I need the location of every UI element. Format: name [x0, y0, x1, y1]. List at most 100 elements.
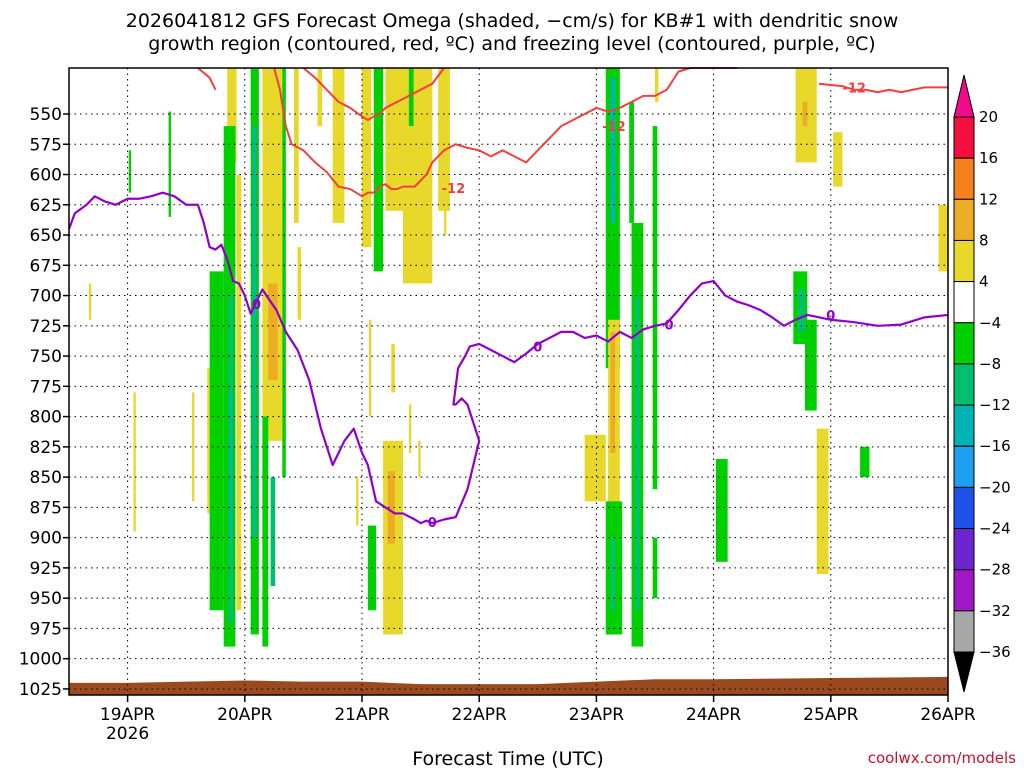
y-tick-label-700: 700 — [30, 287, 62, 307]
x-tick-label-6: 25APR — [803, 705, 859, 725]
colorbar-bin-3 — [953, 239, 975, 283]
omega-cell-57 — [805, 319, 817, 411]
colorbar-label-0: 20 — [979, 108, 998, 126]
omega-cell-59 — [860, 446, 870, 478]
y-tick-label-950: 950 — [30, 589, 62, 609]
omega-cell-48 — [652, 126, 658, 490]
omega-cell-53 — [802, 101, 808, 127]
omega-cell-14 — [262, 68, 283, 441]
freezing-level-contour — [67, 191, 949, 525]
omega-cell-27 — [391, 343, 395, 393]
y-tick-label-925: 925 — [30, 559, 62, 579]
colorbar-bin-2 — [953, 198, 975, 241]
omega-cell-25 — [373, 68, 384, 272]
chart-title-line-2: growth region (contoured, red, ºC) and f… — [148, 33, 875, 55]
chart-title-line-1: 2026041812 GFS Forecast Omega (shaded, −… — [126, 10, 899, 32]
omega-cell-31 — [444, 198, 447, 236]
omega-cell-20 — [297, 247, 302, 320]
omega-shading — [88, 68, 948, 647]
plot-frame — [68, 67, 949, 696]
omega-cell-29 — [408, 68, 414, 127]
colorbar-label-5: −4 — [979, 314, 1001, 332]
colorbar-label-9: −20 — [979, 478, 1011, 496]
dendritic-contour-2 — [197, 67, 217, 91]
freezing-level-contour-label-2: 0 — [665, 319, 674, 334]
omega-cell-7 — [209, 271, 224, 611]
omega-cell-58 — [816, 428, 829, 574]
colorbar-bottom-arrow — [953, 651, 975, 693]
y-tick-label-675: 675 — [30, 256, 62, 276]
x-axis-label: Forecast Time (UTC) — [412, 748, 603, 768]
omega-cell-19 — [294, 68, 299, 223]
y-tick-label-750: 750 — [30, 347, 62, 367]
terrain-fill — [69, 676, 948, 695]
omega-cell-13 — [253, 126, 257, 538]
y-tick-label-600: 600 — [30, 166, 62, 186]
x-tick-sublabel-0: 2026 — [106, 724, 149, 744]
omega-cell-51 — [715, 458, 728, 562]
x-tick-label-3: 22APR — [452, 705, 508, 725]
x-tick-label-4: 23APR — [569, 705, 625, 725]
terrain-area — [69, 676, 948, 695]
x-tick-label-5: 24APR — [686, 705, 742, 725]
omega-cell-37 — [418, 440, 421, 478]
omega-cell-30 — [438, 68, 450, 211]
colorbar-bin-11 — [953, 569, 975, 612]
omega-cell-18 — [282, 68, 286, 478]
omega-cell-32 — [408, 404, 412, 453]
omega-cell-10 — [229, 392, 232, 538]
x-tick-label-0: 19APR — [100, 705, 156, 725]
y-axis-ticks: 550 575 600 625 650 675 700 725 750 775 800 825 850 8… — [19, 105, 69, 700]
omega-cell-15 — [268, 283, 278, 381]
colorbar-label-2: 12 — [979, 190, 998, 208]
colorbar-bin-1 — [953, 157, 975, 200]
omega-cell-2 — [227, 68, 237, 163]
omega-cell-5 — [133, 392, 136, 532]
y-tick-label-800: 800 — [30, 408, 62, 428]
omega-cell-6 — [88, 283, 92, 320]
omega-cell-36 — [387, 471, 395, 544]
y-tick-label-1000: 1000 — [19, 650, 62, 670]
dendritic-contour-0 — [273, 67, 738, 198]
y-tick-label-850: 850 — [30, 468, 62, 488]
omega-cell-49 — [652, 537, 658, 599]
y-tick-label-900: 900 — [30, 529, 62, 549]
colorbar-bin-8 — [953, 445, 975, 488]
omega-cell-40 — [610, 77, 616, 223]
y-tick-label-575: 575 — [30, 135, 62, 155]
omega-cell-44 — [610, 537, 616, 611]
y-tick-label-650: 650 — [30, 226, 62, 246]
omega-cell-22 — [332, 68, 345, 223]
x-tick-label-1: 20APR — [217, 705, 273, 725]
y-tick-label-775: 775 — [30, 377, 62, 397]
y-tick-label-825: 825 — [30, 438, 62, 458]
omega-cell-0 — [168, 111, 171, 217]
colorbar-label-8: −16 — [979, 437, 1011, 455]
y-tick-label-625: 625 — [30, 196, 62, 216]
colorbar-bin-0 — [953, 116, 975, 159]
omega-cell-3 — [207, 368, 210, 514]
dendritic-contour-0-label-0: -12 — [442, 182, 466, 197]
dendritic-contour-3 — [818, 82, 948, 94]
colorbar-bin-5 — [953, 322, 975, 365]
colorbar-label-13: −36 — [979, 643, 1011, 661]
colorbar-label-6: −8 — [979, 355, 1001, 373]
omega-cell-45 — [629, 101, 634, 223]
dendritic-contour-0-label-1: -12 — [602, 120, 626, 135]
colorbar-label-1: 16 — [979, 149, 998, 167]
omega-cell-4 — [192, 392, 195, 502]
omega-cell-60 — [938, 204, 948, 272]
omega-cell-56 — [797, 289, 806, 332]
x-tick-label-7: 26APR — [920, 705, 976, 725]
omega-cell-16 — [262, 416, 269, 647]
colorbar-bin-12 — [953, 610, 975, 653]
omega-cell-47 — [635, 295, 640, 611]
x-tick-label-2: 21APR — [334, 705, 390, 725]
y-tick-label-1025: 1025 — [19, 680, 62, 700]
y-tick-label-725: 725 — [30, 317, 62, 337]
dendritic-contour-1 — [302, 67, 445, 122]
colorbar-label-4: 4 — [979, 273, 989, 291]
credit-text: coolwx.com/models — [868, 749, 1016, 767]
